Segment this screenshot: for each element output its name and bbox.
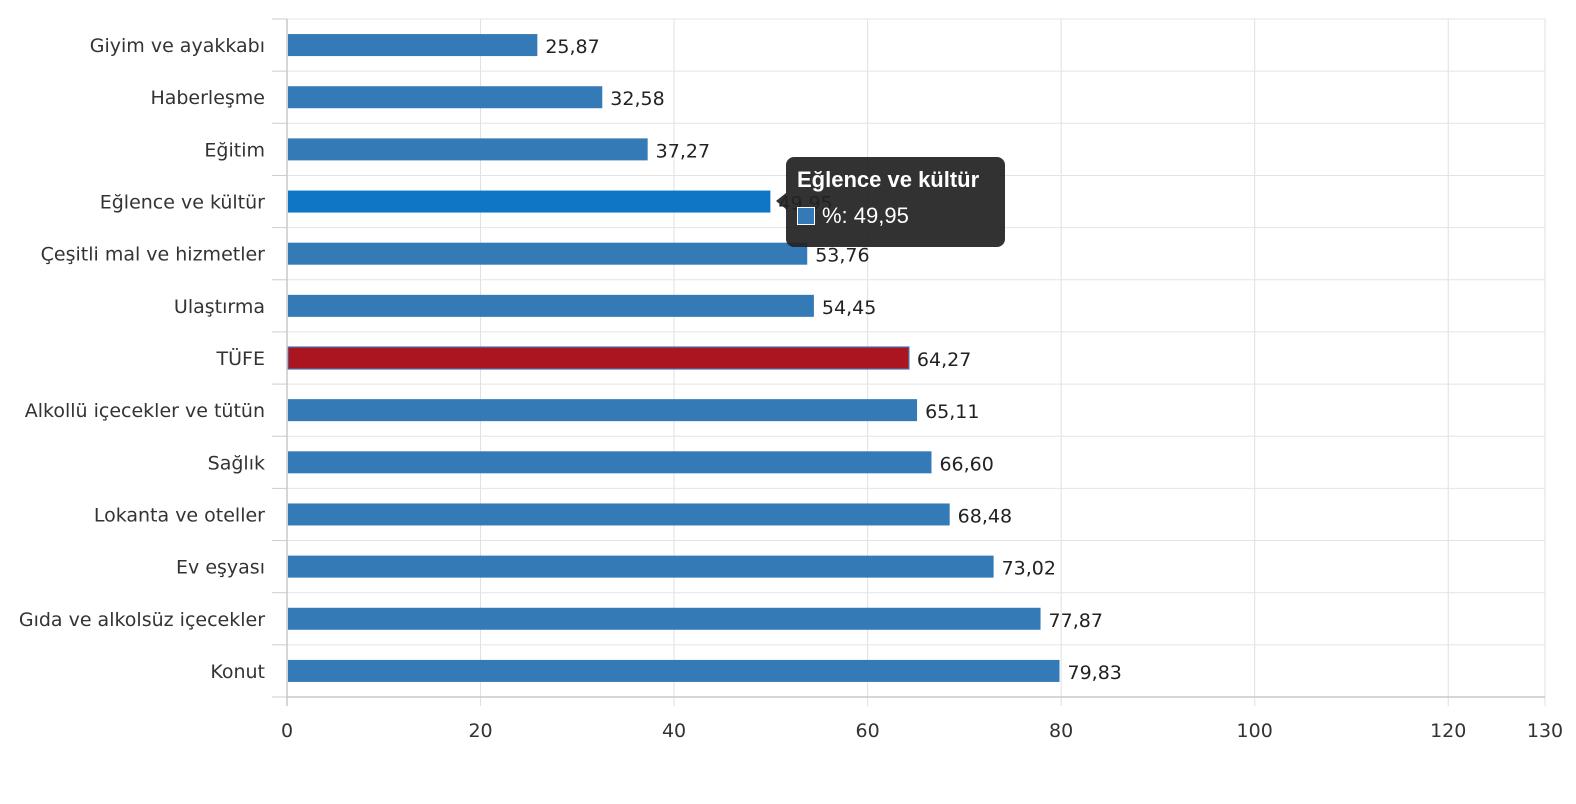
value-label: 65,11 bbox=[925, 401, 979, 423]
category-label: Ulaştırma bbox=[174, 296, 265, 318]
bar bbox=[288, 86, 603, 109]
category-label: Haberleşme bbox=[150, 87, 265, 109]
x-tick-label: 60 bbox=[856, 720, 880, 742]
value-label: 32,58 bbox=[610, 88, 664, 110]
bar-layer bbox=[287, 34, 1060, 682]
bar bbox=[288, 294, 814, 317]
tooltip-swatch bbox=[797, 207, 815, 225]
x-tick-label: 130 bbox=[1527, 720, 1563, 742]
category-label: Giyim ve ayakkabı bbox=[90, 35, 265, 57]
bar bbox=[288, 190, 771, 213]
value-label: 37,27 bbox=[656, 140, 710, 162]
value-label: 79,83 bbox=[1068, 662, 1122, 684]
bar bbox=[287, 346, 910, 370]
x-tick-label: 100 bbox=[1237, 720, 1273, 742]
tooltip-value: %: 49,95 bbox=[822, 203, 909, 228]
tooltip-row: %: 49,95 bbox=[797, 203, 995, 229]
category-label: Ev eşyası bbox=[176, 557, 265, 579]
value-label: 64,27 bbox=[917, 349, 971, 371]
category-label: Lokanta ve oteller bbox=[94, 504, 265, 526]
bar bbox=[288, 34, 538, 57]
x-tick-label: 20 bbox=[468, 720, 492, 742]
category-label: Çeşitli mal ve hizmetler bbox=[41, 244, 266, 266]
value-label: 77,87 bbox=[1049, 610, 1103, 632]
category-label: Eğlence ve kültür bbox=[100, 192, 265, 214]
bar bbox=[288, 242, 808, 265]
value-label: 25,87 bbox=[545, 36, 599, 58]
x-tick-label: 80 bbox=[1049, 720, 1073, 742]
value-label: 68,48 bbox=[958, 505, 1012, 527]
bar bbox=[288, 659, 1060, 682]
category-label: TÜFE bbox=[216, 347, 265, 370]
x-tick-label: 40 bbox=[662, 720, 686, 742]
bar bbox=[288, 607, 1041, 630]
value-label: 54,45 bbox=[822, 297, 876, 319]
bar bbox=[288, 503, 950, 526]
category-label: Sağlık bbox=[208, 452, 265, 474]
value-label: 53,76 bbox=[815, 245, 869, 267]
category-label: Gıda ve alkolsüz içecekler bbox=[19, 609, 265, 631]
bar bbox=[288, 555, 994, 578]
bar bbox=[288, 399, 918, 422]
axis-layer: 0 20 40 60 80 100 120 130 bbox=[281, 19, 1563, 742]
x-tick-label: 0 bbox=[281, 720, 293, 742]
category-label: Alkollü içecekler ve tütün bbox=[25, 400, 265, 422]
bar bbox=[288, 451, 932, 474]
x-tick-label: 120 bbox=[1430, 720, 1466, 742]
bar bbox=[288, 138, 648, 161]
category-label: Eğitim bbox=[204, 139, 265, 161]
tooltip-title: Eğlence ve kültür bbox=[797, 167, 980, 192]
tooltip: Eğlence ve kültür %: 49,95 bbox=[776, 157, 1005, 247]
category-label: Konut bbox=[210, 661, 265, 683]
value-label: 73,02 bbox=[1002, 558, 1056, 580]
value-label: 66,60 bbox=[939, 453, 993, 475]
